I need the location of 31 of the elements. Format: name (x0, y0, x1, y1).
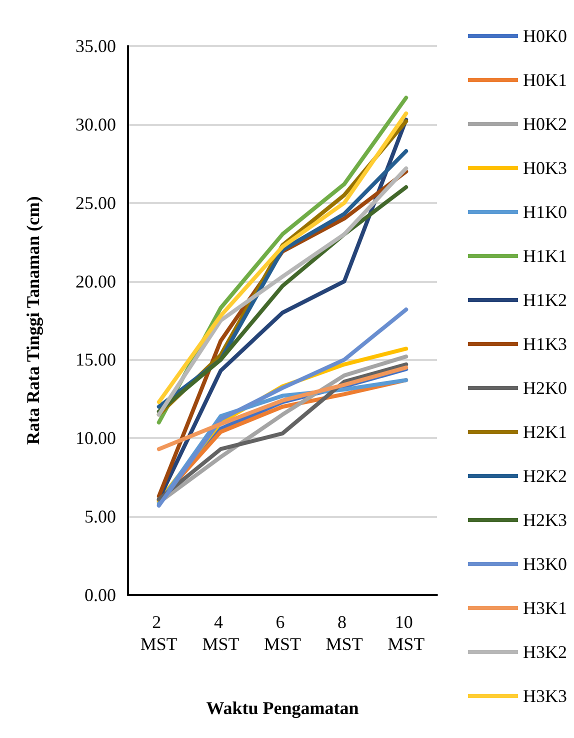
legend-label: H3K0 (523, 554, 567, 574)
y-tick-label: 20.00 (76, 271, 116, 292)
legend-label: H0K3 (523, 158, 567, 178)
legend-label: H1K3 (523, 334, 567, 354)
legend-label: H0K2 (523, 114, 567, 134)
legend-label: H2K0 (523, 378, 567, 398)
x-tick-label: 2 MST (140, 612, 178, 654)
legend-label: H3K1 (523, 598, 567, 618)
legend-label: H3K2 (523, 642, 567, 662)
legend-label: H3K3 (523, 686, 567, 706)
y-tick-label: 5.00 (84, 506, 116, 527)
x-tick-label: 8 MST (326, 612, 363, 654)
legend-label: H2K3 (523, 510, 567, 530)
x-tick-label: 10 MST (388, 612, 425, 654)
x-axis-title: Waktu Pengamatan (206, 698, 359, 718)
legend-label: H1K2 (523, 290, 567, 310)
legend-label: H0K1 (523, 70, 567, 90)
legend-label: H1K1 (523, 246, 567, 266)
y-tick-label: 10.00 (76, 428, 116, 448)
legend-label: H2K1 (523, 422, 567, 442)
legend-label: H2K2 (523, 466, 567, 486)
y-tick-label: 35.00 (76, 36, 116, 56)
y-tick-label: 0.00 (84, 585, 116, 605)
y-tick-label: 25.00 (76, 192, 116, 213)
legend-label: H1K0 (523, 202, 567, 222)
y-axis-title: Rata Rata Tinggi Tanaman (cm) (23, 196, 43, 445)
x-tick-label: 6 MST (264, 612, 302, 654)
legend-label: H0K0 (523, 26, 567, 46)
y-tick-label: 15.00 (76, 350, 116, 370)
x-tick-label: 4 MST (202, 612, 240, 654)
y-tick-label: 30.00 (76, 114, 116, 134)
